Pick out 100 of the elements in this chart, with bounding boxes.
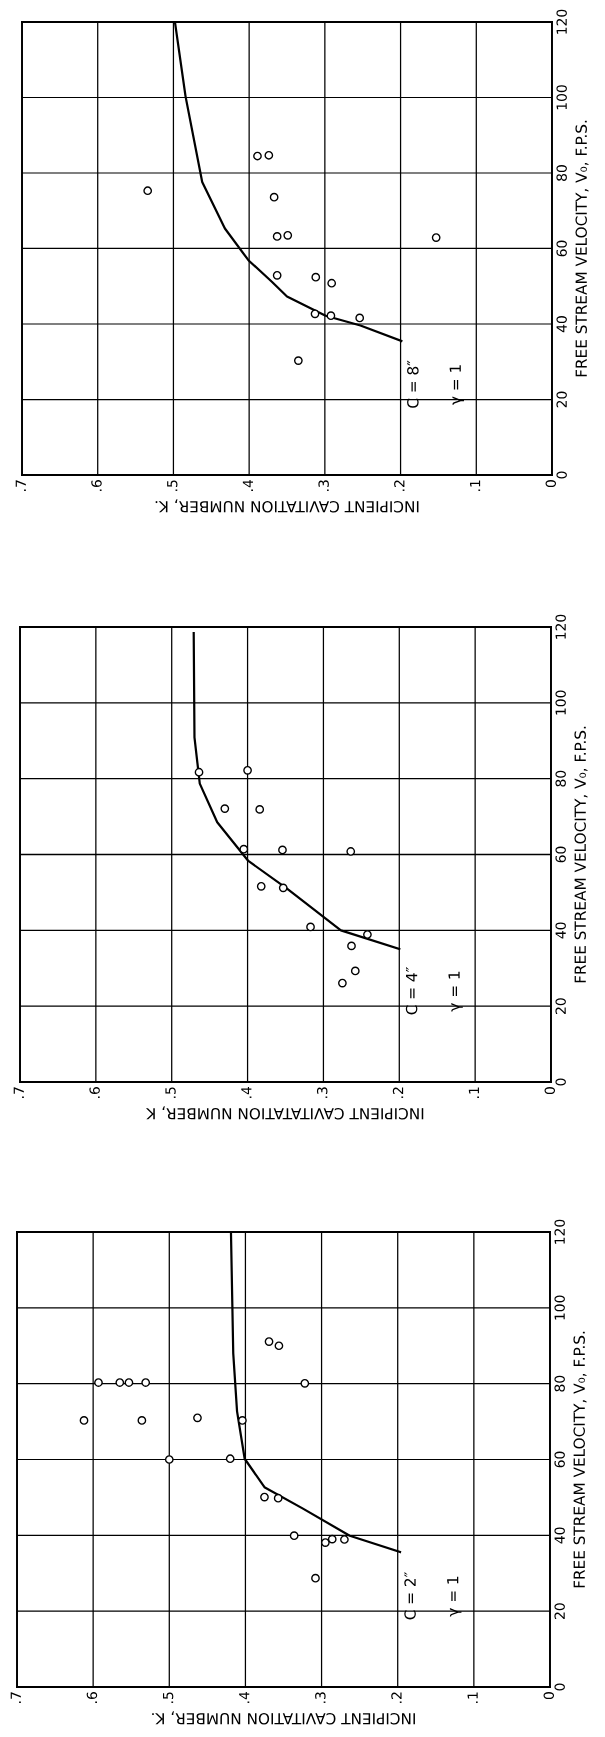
point: [347, 941, 356, 951]
y-tick-label: 80: [554, 1375, 565, 1392]
x-tick-label: .2: [392, 1087, 404, 1098]
y-tick-label: 100: [556, 85, 567, 110]
y-tick-label: 0: [554, 1683, 565, 1691]
point: [260, 1492, 269, 1502]
point: [363, 930, 372, 939]
y-tick-label: 0: [556, 471, 567, 479]
annotation: C = 4″: [405, 967, 418, 1015]
point: [79, 1416, 89, 1425]
x-tick-label: .7: [15, 480, 26, 491]
y-tick-label: 120: [555, 614, 566, 639]
point: [272, 270, 282, 280]
x-tick-label: .7: [13, 1087, 24, 1098]
point: [278, 883, 288, 893]
x-tick-label: .6: [86, 1692, 98, 1703]
point: [278, 845, 287, 855]
point: [300, 1378, 310, 1388]
point: [346, 847, 356, 856]
annotation: γ = 1: [447, 1576, 462, 1617]
y-axis-title: FREE STREAM VELOCITY, V₀, F.P.S.: [575, 120, 589, 377]
point: [350, 966, 360, 976]
x-axis-title: INCIPIENT CAVITATATION NUMBER, K: [145, 1106, 424, 1120]
x-tick-label: .5: [165, 1087, 176, 1098]
y-tick-label: 120: [556, 9, 567, 34]
point: [137, 1416, 147, 1425]
x-tick-label: .6: [89, 1087, 100, 1098]
x-axis-title: INCIPIENT CAVITATION NUMBER, K.: [152, 1711, 415, 1725]
point: [239, 844, 249, 854]
x-tick-label: .2: [394, 480, 405, 491]
x-axis-title: INCIPIENT CAVITATION NUMBER, K.: [155, 499, 419, 513]
point: [253, 151, 262, 161]
point: [340, 1535, 349, 1544]
point: [193, 1413, 202, 1423]
point: [338, 978, 347, 988]
x-tick-label: .3: [315, 1692, 326, 1703]
point: [243, 765, 252, 775]
point: [431, 233, 441, 242]
point: [326, 311, 336, 321]
point: [255, 805, 265, 814]
y-tick-label: 60: [554, 1451, 565, 1468]
x-tick-label: .3: [318, 480, 329, 491]
point: [264, 150, 274, 160]
y-tick-label: 20: [556, 391, 567, 408]
x-tick-label: .2: [391, 1692, 402, 1703]
y-tick-label: 0: [555, 1078, 566, 1086]
point: [164, 1455, 174, 1464]
y-tick-label: 60: [555, 846, 566, 863]
y-tick-label: 20: [555, 998, 566, 1014]
y-tick-label: 80: [555, 770, 566, 787]
point: [94, 1378, 103, 1387]
y-tick-label: 40: [555, 922, 566, 939]
point: [269, 192, 279, 202]
y-tick-label: 40: [554, 1527, 565, 1544]
x-tick-label: .5: [162, 1692, 174, 1703]
point: [238, 1416, 247, 1425]
point: [115, 1378, 125, 1387]
point: [225, 1454, 235, 1464]
y-tick-label: 100: [555, 690, 566, 715]
x-tick-label: .4: [239, 1691, 250, 1703]
x-tick-label: .1: [469, 480, 481, 491]
y-tick-label: 120: [554, 1219, 565, 1244]
annotation: γ = 1: [448, 971, 463, 1012]
y-tick-label: 100: [554, 1295, 565, 1320]
point: [311, 272, 321, 282]
point: [311, 1573, 320, 1583]
point: [272, 232, 282, 241]
point: [289, 1531, 299, 1541]
x-tick-label: .3: [316, 1087, 328, 1098]
y-tick-label: 40: [556, 316, 567, 333]
point: [327, 1534, 337, 1544]
y-tick-label: 60: [556, 240, 567, 257]
point: [194, 767, 204, 777]
x-tick-label: .1: [467, 1692, 478, 1703]
point: [273, 1493, 283, 1503]
point: [306, 922, 315, 932]
x-tick-label: 0: [545, 480, 557, 488]
x-tick-label: .4: [241, 1086, 252, 1098]
y-tick-label: 20: [554, 1603, 565, 1619]
x-tick-label: .5: [167, 480, 178, 491]
x-tick-label: 0: [544, 1087, 556, 1095]
x-tick-label: .1: [468, 1087, 479, 1098]
point: [283, 230, 293, 240]
y-axis-title: FREE STREAM VELOCITY, V₀, F.P.S.: [573, 1331, 587, 1588]
y-tick-label: 80: [556, 165, 567, 181]
x-tick-label: 0: [543, 1692, 555, 1700]
point: [141, 1378, 151, 1387]
point: [321, 1538, 330, 1547]
point: [264, 1337, 274, 1346]
point: [355, 313, 365, 323]
point: [124, 1378, 134, 1387]
point: [310, 309, 320, 319]
x-tick-label: .6: [91, 480, 102, 491]
annotation: C = 2″: [404, 1572, 416, 1620]
point: [293, 356, 303, 365]
point: [274, 1341, 284, 1351]
point: [256, 881, 266, 891]
x-tick-label: .7: [10, 1692, 21, 1703]
y-axis-title: FREE STREAM VELOCITY, V₀, F.P.S.: [574, 726, 588, 983]
point: [327, 278, 337, 288]
